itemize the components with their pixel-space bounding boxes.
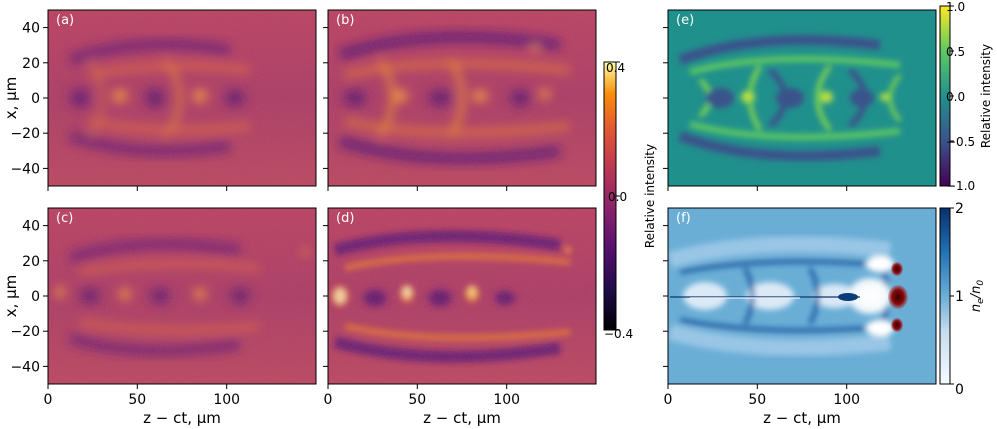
x-axis-label: z − ct, µm [143, 409, 221, 427]
tick-marks [43, 27, 848, 389]
colorbar-tick: 0.0 [946, 90, 965, 104]
y-tick-label: −40 [10, 161, 40, 177]
colorbar-tick: 0 [955, 382, 964, 398]
x-axis-label: z − ct, µm [423, 409, 501, 427]
colorbar-tick: 0.0 [608, 190, 627, 204]
x-tick-label: 0 [324, 392, 333, 408]
panel-label-d: (d) [336, 211, 354, 226]
x-tick-label: 100 [833, 392, 860, 408]
x-tick-label: 100 [493, 392, 520, 408]
x-tick-label: 0 [44, 392, 53, 408]
y-tick-label: 0 [31, 289, 40, 305]
colorbar-tick: 2 [955, 201, 964, 217]
y-axis-label: x, µm [2, 77, 20, 120]
colorbar-tick: −1.0 [946, 179, 975, 193]
y-tick-label: 20 [22, 254, 40, 270]
y-tick-label: 40 [22, 21, 40, 37]
x-tick-label: 50 [408, 392, 426, 408]
colorbar-tick: −0.4 [604, 327, 633, 341]
panel-label-c: (c) [56, 211, 73, 226]
colorbar-main: 0.4 0.0 −0.4 Relative intensity [603, 61, 657, 341]
panel-c: (c) [48, 208, 316, 384]
x-axis-labels: z − ct, µm z − ct, µm z − ct, µm [143, 409, 841, 427]
panel-label-e: (e) [676, 13, 694, 28]
panel-label-f: (f) [676, 211, 691, 226]
y-tick-label: −20 [10, 324, 40, 340]
panel-label-b: (b) [336, 13, 354, 28]
panel-d: (d) [328, 208, 596, 384]
colorbar-tick: −0.5 [946, 135, 975, 149]
colorbar-f: 2 1 0 ne/n0 [939, 201, 986, 398]
colorbar-label-ne-n0: ne/n0 [969, 280, 986, 312]
colorbar-label: Relative intensity [979, 44, 993, 148]
x-tick-label: 50 [748, 392, 766, 408]
panel-e: (e) [668, 10, 936, 186]
y-tick-label: 20 [22, 56, 40, 72]
panel-label-a: (a) [56, 13, 74, 28]
colorbar-tick: 1.0 [946, 0, 965, 14]
colorbar-label: Relative intensity [643, 144, 657, 248]
y-axis-label: x, µm [2, 275, 20, 318]
x-tick-label: 0 [664, 392, 673, 408]
panel-a: (a) [48, 10, 316, 186]
x-tick-label: 50 [128, 392, 146, 408]
y-tick-label: 40 [22, 219, 40, 235]
x-tick-labels: 0 50 100 0 50 100 0 50 100 [44, 392, 861, 408]
panel-b: (b) [328, 10, 596, 186]
colorbar-e: 1.0 0.5 0.0 −0.5 −1.0 Relative intensity [939, 0, 993, 193]
colorbar-tick: 1 [955, 289, 964, 305]
panel-f: (f) [668, 208, 936, 384]
colorbar-tick: 0.5 [946, 45, 965, 59]
x-tick-label: 100 [213, 392, 240, 408]
y-tick-labels-a: 40 20 0 −20 −40 [10, 21, 40, 178]
y-tick-labels-c: 40 20 0 −20 −40 [10, 219, 40, 376]
colorbar-tick: 0.4 [606, 61, 625, 75]
y-tick-label: 0 [31, 91, 40, 107]
y-tick-label: −40 [10, 359, 40, 375]
x-axis-label: z − ct, µm [763, 409, 841, 427]
y-tick-label: −20 [10, 126, 40, 142]
